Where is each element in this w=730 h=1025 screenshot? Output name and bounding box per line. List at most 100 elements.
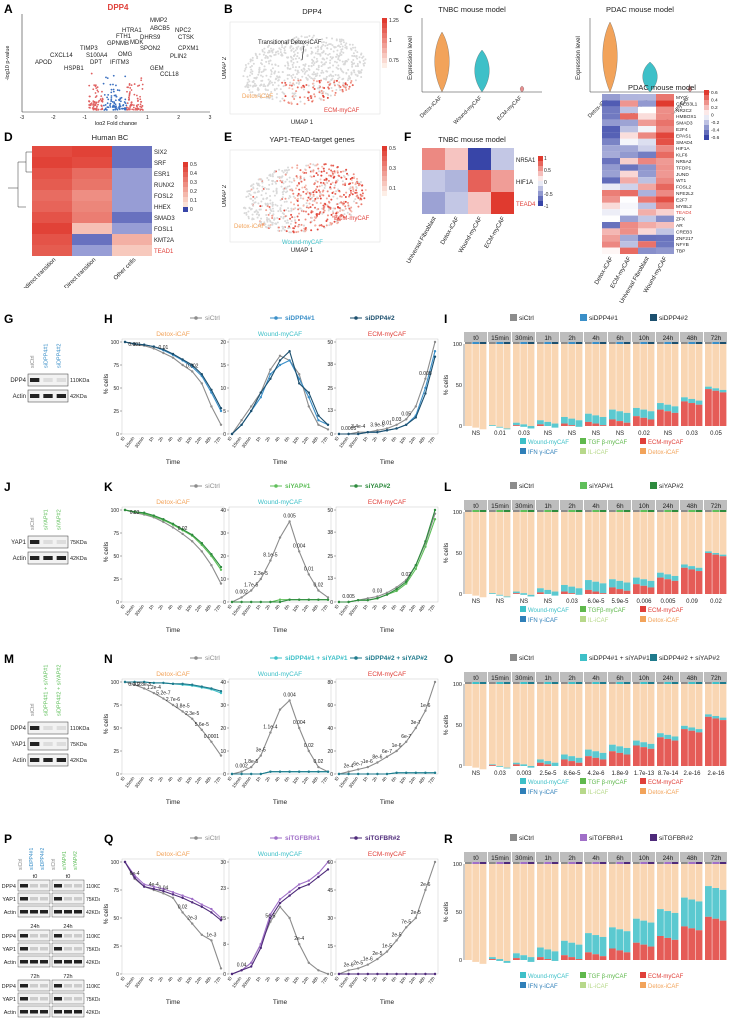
timepoint-label: 30min (515, 675, 533, 682)
umap-point (259, 205, 262, 208)
gene-label: GEM (150, 66, 164, 72)
series-point (288, 894, 291, 897)
bar-marker (616, 342, 624, 344)
series-point (278, 536, 282, 539)
legend-label: siYAP#1 (589, 483, 614, 490)
bar-marker (664, 510, 672, 512)
bar-marker (513, 682, 520, 684)
umap-point (344, 200, 347, 203)
panel-letter: I (444, 312, 448, 326)
umap-point (266, 226, 269, 229)
bar-detox (575, 864, 583, 945)
subplot-title: ECM-myCAF (368, 331, 406, 338)
umap-point (362, 62, 365, 65)
bar-marker (681, 682, 688, 684)
p-value-label: 3.8e-5 (176, 703, 190, 709)
umap-point (262, 70, 265, 73)
x-tick-label: 15min (124, 435, 136, 448)
x-tick-label: 10h (292, 603, 301, 613)
umap-point (279, 179, 282, 182)
umap-point (258, 53, 261, 56)
plot-frame (228, 858, 332, 975)
panel-letter: C (404, 2, 413, 16)
heatmap-cell (638, 100, 656, 107)
bar-wound (551, 423, 559, 428)
x-tick-label: 72h (320, 775, 329, 785)
p-value-label: 2e-5 (372, 951, 382, 957)
bar-ecm (585, 756, 592, 766)
heatmap-row-label: HMBOX1 (676, 114, 697, 120)
series-point (366, 772, 369, 776)
umap-point (290, 45, 293, 48)
y-tick-label: 75 (113, 888, 119, 894)
heatmap-row-label: RUNX2 (154, 183, 175, 189)
volcano-point (140, 106, 143, 109)
bar-detox (592, 512, 600, 582)
bar-marker (647, 862, 655, 864)
panel-letter: G (4, 312, 14, 326)
umap-point (335, 180, 338, 183)
series-point (405, 740, 408, 743)
plot-frame (121, 678, 225, 775)
umap-point (337, 74, 340, 77)
umap-point (277, 71, 280, 74)
colorbar-step (704, 120, 709, 125)
colorbar-step (704, 95, 709, 100)
heatmap-cell (32, 190, 72, 201)
umap-point (322, 71, 325, 74)
x-tick-label: t0 (120, 775, 127, 781)
umap-point (355, 202, 358, 205)
panel-d: D Human BC SIX2 SRF ESR1 RUNX2 FOSL2 HHEX SMAD3… (0, 128, 222, 294)
x-tick-label: 15min (231, 775, 243, 788)
umap-point (293, 98, 296, 101)
umap-point (279, 88, 282, 91)
umap-point (301, 186, 304, 189)
x-tick-label: 30min (134, 435, 146, 448)
key-label: IFN γ-iCAF (528, 984, 558, 990)
colorbar-label: 0.75 (389, 58, 399, 64)
umap-point (306, 205, 309, 208)
umap-title: DPP4 (302, 7, 322, 16)
bar-detox (695, 512, 703, 568)
series-point (219, 423, 223, 426)
umap-point (274, 70, 277, 73)
heatmap-cell (620, 138, 638, 146)
timepoint-header (512, 852, 535, 862)
heatmap-cell (112, 179, 152, 190)
umap-point (354, 65, 357, 68)
bar-ecm (513, 593, 520, 594)
umap-point (250, 207, 253, 210)
volcano-point (121, 107, 124, 110)
panel-r: R siCtrl siTGFBR#1 siTGFBR#2 t0 15min 30min 1h… (440, 830, 730, 1015)
series-point (326, 596, 330, 599)
umap-point (267, 78, 270, 81)
x-axis-label: Time (273, 799, 288, 806)
umap-point (330, 57, 333, 60)
bar-marker (465, 862, 472, 864)
y-tick-label: 10 (220, 577, 226, 583)
umap-point (246, 81, 249, 84)
series-point (307, 598, 310, 601)
series-point (230, 772, 234, 776)
y-tick-label: 38 (327, 362, 333, 368)
umap-point (355, 55, 358, 58)
umap-point (354, 73, 357, 76)
bar-wound (551, 951, 559, 961)
bar-detox (568, 344, 576, 419)
umap-point (296, 69, 299, 72)
legend-label: siDPP4#1 + siYAP#1 (285, 655, 348, 662)
umap-point (345, 46, 348, 49)
p-value-label: 4e-4 (149, 882, 159, 888)
umap-point (268, 97, 271, 100)
timepoint-header (632, 332, 655, 342)
y-tick-label: 38 (327, 530, 333, 536)
blot-kda-label: 42KDa (70, 394, 88, 400)
umap-point (359, 61, 362, 64)
bar-ecm (671, 580, 679, 594)
umap-point (315, 172, 318, 175)
series-point (200, 905, 203, 908)
umap-point (273, 42, 276, 45)
bar-marker (513, 862, 520, 864)
heatmap-cell (656, 145, 674, 152)
bar-marker (537, 862, 544, 864)
